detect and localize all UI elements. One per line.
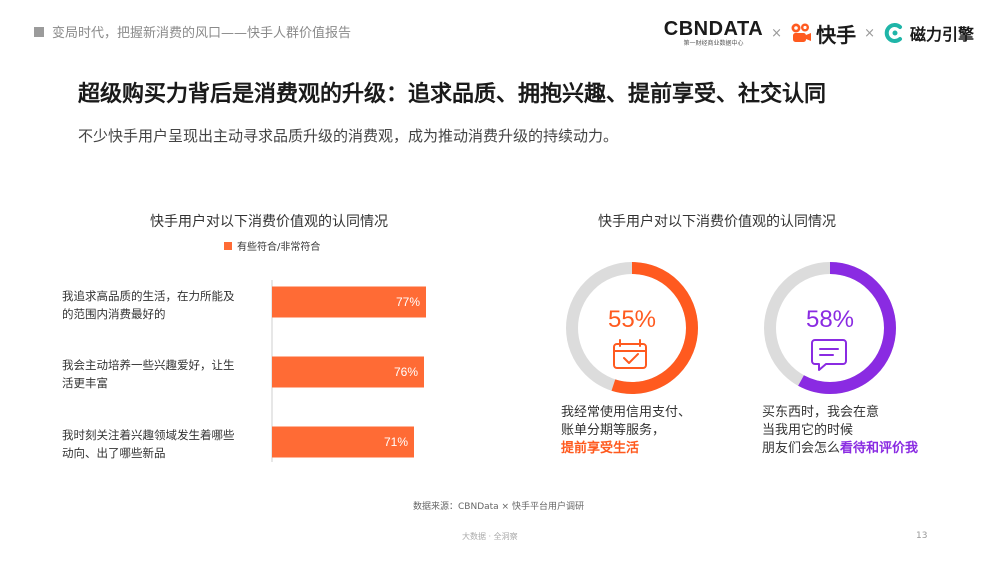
caption-line: 朋友们会怎么看待和评价我 bbox=[762, 440, 918, 458]
page-number: 13 bbox=[916, 531, 928, 541]
donut-value-label: 55% bbox=[608, 306, 656, 333]
cili-logo: 磁力引擎 bbox=[883, 21, 974, 45]
caption-line: 账单分期等服务， bbox=[561, 423, 666, 438]
page-subheadline: 不少快手用户呈现出主动寻求品质升级的消费观，成为推动消费升级的持续动力。 bbox=[78, 127, 619, 145]
logo-separator: × bbox=[771, 25, 783, 41]
caption-highlight: 提前享受生活 bbox=[561, 441, 640, 456]
caption-line: 买东西时，我会在意 bbox=[762, 405, 880, 420]
bar-category-line: 的范围内消费最好的 bbox=[62, 307, 166, 321]
cbndata-logo-text: CBNDATA bbox=[663, 18, 764, 40]
footer-brand: 大数据 · 全洞察 bbox=[462, 532, 518, 541]
credit-card-check-icon bbox=[613, 339, 647, 369]
bar-value-label: 71% bbox=[384, 435, 408, 449]
bar-category-label: 我追求高品质的生活，在力所能及 的范围内消费最好的 bbox=[62, 287, 266, 323]
cili-logo-text: 磁力引擎 bbox=[909, 25, 974, 44]
cbndata-logo: CBNDATA 第一财经商业数据中心 bbox=[664, 19, 763, 47]
right-chart-title: 快手用户对以下消费价值观的认同情况 bbox=[598, 214, 836, 230]
bar bbox=[272, 286, 426, 318]
left-chart-title: 快手用户对以下消费价值观的认同情况 bbox=[150, 214, 388, 230]
header-square-icon bbox=[34, 27, 44, 37]
caption-line: 我经常使用信用支付、 bbox=[561, 405, 692, 420]
data-source: 数据来源：CBNData × 快手平台用户调研 bbox=[413, 502, 584, 512]
bar-category-label: 我会主动培养一些兴趣爱好，让生 活更丰富 bbox=[62, 356, 266, 392]
bar-category-label: 我时刻关注着兴趣领域发生着哪些 动向、出了哪些新品 bbox=[62, 426, 266, 462]
kuaishou-logo: 快手 bbox=[790, 19, 856, 48]
donut-caption-social: 买东西时，我会在意 当我用它的时候 朋友们会怎么看待和评价我 bbox=[762, 404, 918, 458]
cbndata-logo-subtitle: 第一财经商业数据中心 bbox=[683, 40, 744, 47]
caption-prefix: 朋友们会怎么 bbox=[762, 441, 841, 456]
bar-category-line: 活更丰富 bbox=[62, 376, 108, 390]
cili-engine-icon bbox=[884, 23, 902, 43]
bar bbox=[272, 356, 424, 388]
bar-category-line: 我追求高品质的生活，在力所能及 bbox=[62, 289, 235, 303]
report-title: 变局时代，把握新消费的风口——快手人群价值报告 bbox=[52, 26, 352, 41]
bar-category-line: 我会主动培养一些兴趣爱好，让生 bbox=[62, 358, 235, 372]
chart-legend: 有些符合/非常符合 bbox=[224, 238, 320, 253]
page-headline: 超级购买力背后是消费观的升级：追求品质、拥抱兴趣、提前享受、社交认同 bbox=[78, 82, 827, 107]
donut-value-label: 58% bbox=[806, 306, 854, 333]
logo-separator: × bbox=[864, 25, 875, 41]
bar-category-line: 我时刻关注着兴趣领域发生着哪些 bbox=[62, 428, 235, 442]
bar-value-label: 76% bbox=[394, 365, 418, 379]
legend-swatch bbox=[224, 241, 232, 250]
caption-highlight: 看待和评价我 bbox=[840, 441, 919, 456]
bar bbox=[272, 426, 414, 458]
caption-line: 当我用它的时候 bbox=[762, 423, 854, 438]
bar-value-label: 77% bbox=[396, 295, 420, 309]
donut-arc bbox=[566, 262, 698, 394]
donut-caption-credit: 我经常使用信用支付、 账单分期等服务， 提前享受生活 bbox=[561, 404, 691, 458]
chat-bubble-icon bbox=[811, 339, 847, 371]
donut-arc bbox=[764, 262, 896, 394]
kuaishou-logo-text: 快手 bbox=[816, 22, 857, 47]
bar-category-line: 动向、出了哪些新品 bbox=[62, 446, 166, 460]
kuaishou-icon bbox=[791, 23, 812, 42]
legend-label: 有些符合/非常符合 bbox=[237, 242, 321, 253]
partner-logos: CBNDATA 第一财经商业数据中心 × 快手 × 磁力引擎 bbox=[664, 16, 974, 50]
